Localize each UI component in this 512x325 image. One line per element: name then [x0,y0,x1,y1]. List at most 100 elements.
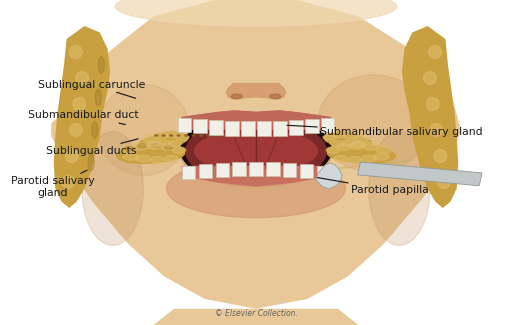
Ellipse shape [166,131,180,138]
Bar [193,119,207,133]
Ellipse shape [270,94,281,99]
Ellipse shape [252,135,255,136]
Ellipse shape [376,146,392,154]
Ellipse shape [115,0,397,26]
Ellipse shape [222,135,225,136]
Bar [273,121,287,136]
Bar [257,121,271,136]
Bar [266,162,280,176]
Bar [216,163,229,177]
Polygon shape [402,26,458,208]
Ellipse shape [342,140,355,146]
Text: Sublingual ducts: Sublingual ducts [46,139,138,156]
Polygon shape [225,83,287,99]
Ellipse shape [69,124,82,136]
Ellipse shape [95,89,101,106]
Bar [249,162,263,176]
Ellipse shape [207,135,210,136]
Ellipse shape [123,153,138,160]
Ellipse shape [136,155,151,162]
Bar [182,166,195,179]
Ellipse shape [124,147,134,151]
Text: Submandibular salivary gland: Submandibular salivary gland [287,125,483,136]
Ellipse shape [162,135,165,136]
Ellipse shape [151,157,165,163]
Ellipse shape [164,145,174,149]
Ellipse shape [120,146,136,154]
Ellipse shape [73,98,86,111]
Bar [283,163,296,177]
Ellipse shape [147,142,162,150]
Ellipse shape [353,136,369,143]
Bar [209,120,223,135]
Polygon shape [323,131,373,149]
Ellipse shape [154,133,168,139]
Text: Parotid salivary
gland: Parotid salivary gland [11,170,95,198]
Ellipse shape [184,135,187,136]
Ellipse shape [374,153,389,160]
Ellipse shape [334,155,347,162]
Polygon shape [143,309,369,325]
Ellipse shape [181,115,332,185]
Polygon shape [139,131,189,149]
Ellipse shape [176,135,189,140]
Bar [357,162,482,186]
Ellipse shape [165,155,178,162]
Ellipse shape [169,135,173,136]
Ellipse shape [244,135,247,136]
Ellipse shape [317,75,430,172]
Ellipse shape [161,143,175,150]
Ellipse shape [229,135,232,136]
Ellipse shape [98,57,104,73]
Ellipse shape [330,141,344,147]
Ellipse shape [434,150,446,162]
Ellipse shape [344,133,358,139]
Bar [241,121,255,136]
Ellipse shape [179,115,333,187]
Ellipse shape [237,135,240,136]
Ellipse shape [192,135,195,136]
Ellipse shape [350,142,365,150]
Bar [178,118,191,132]
Text: Sublingual caruncle: Sublingual caruncle [38,80,146,98]
Ellipse shape [364,142,379,150]
Ellipse shape [97,84,189,176]
Polygon shape [51,0,461,309]
Ellipse shape [168,141,182,147]
Ellipse shape [369,132,430,245]
Ellipse shape [133,142,148,150]
Ellipse shape [351,141,366,147]
Ellipse shape [66,150,78,162]
Ellipse shape [173,147,186,153]
Text: © Elsevier Collection.: © Elsevier Collection. [215,309,297,318]
Ellipse shape [88,154,94,171]
Ellipse shape [146,141,161,147]
Ellipse shape [92,122,98,138]
Polygon shape [115,144,187,164]
Ellipse shape [75,72,89,84]
Ellipse shape [323,135,336,140]
Ellipse shape [337,143,351,150]
Ellipse shape [230,122,282,161]
Ellipse shape [143,136,159,143]
Bar [232,162,246,176]
Ellipse shape [166,159,346,218]
Ellipse shape [429,46,441,58]
Ellipse shape [215,135,218,136]
Ellipse shape [361,155,376,162]
Ellipse shape [426,98,439,111]
Ellipse shape [195,130,317,172]
Ellipse shape [424,72,436,84]
Ellipse shape [185,120,327,183]
Ellipse shape [138,143,147,148]
Bar [317,166,330,179]
Bar [300,164,313,178]
Ellipse shape [82,132,143,245]
Text: Submandibular duct: Submandibular duct [28,111,139,124]
Bar [225,121,239,136]
Text: Parotid papilla: Parotid papilla [317,177,429,195]
Ellipse shape [347,157,361,163]
Polygon shape [54,26,110,208]
Bar [199,164,212,178]
Ellipse shape [69,46,82,58]
